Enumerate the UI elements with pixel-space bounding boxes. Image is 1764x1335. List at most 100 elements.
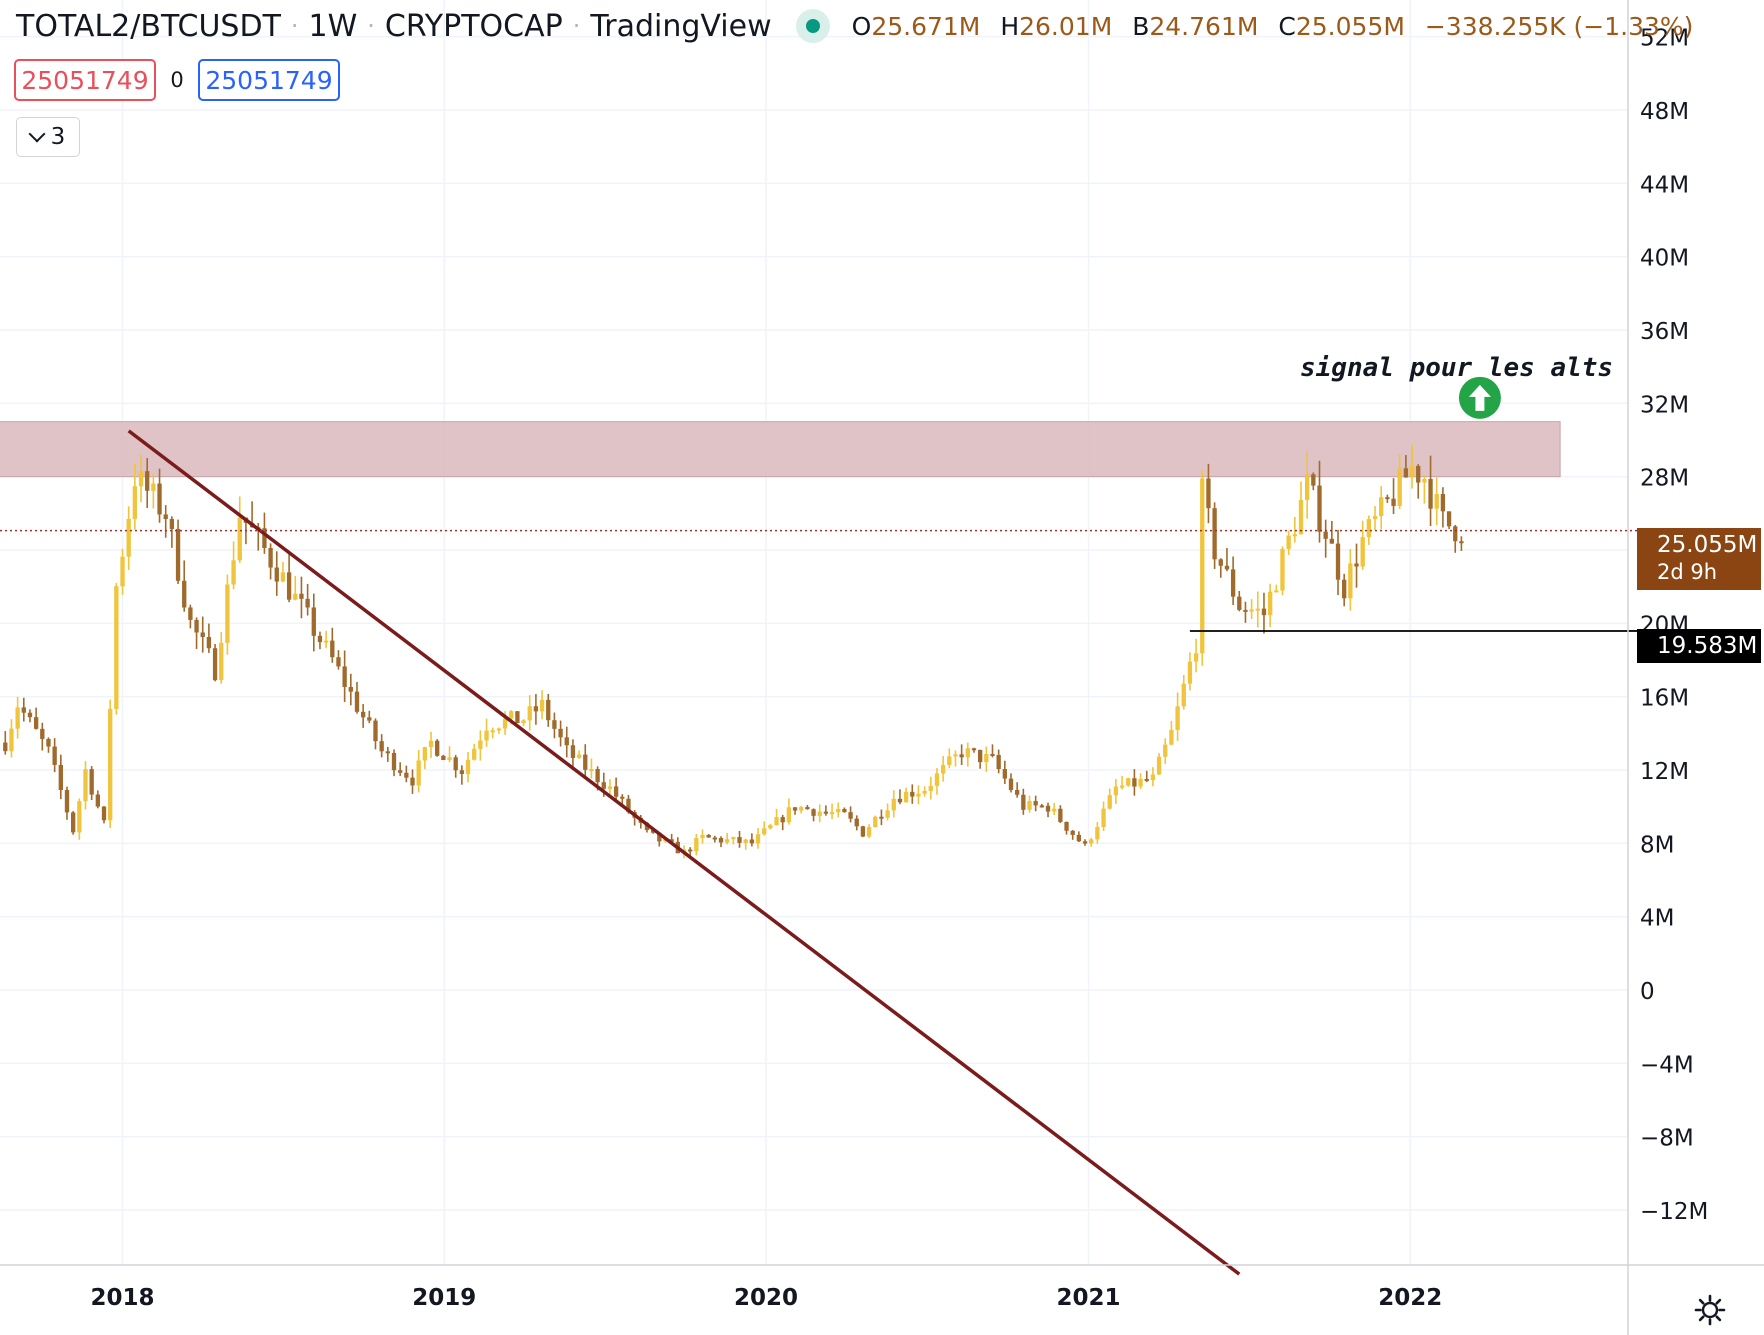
candle-body bbox=[965, 748, 970, 758]
resistance-zone[interactable] bbox=[0, 421, 1561, 478]
candle bbox=[391, 749, 397, 777]
y-tick-label: 52M bbox=[1640, 26, 1689, 52]
high-value: 26.01M bbox=[1019, 11, 1113, 41]
candle bbox=[101, 806, 107, 824]
candle-body bbox=[1286, 535, 1291, 549]
candle bbox=[317, 631, 323, 650]
candle-body bbox=[169, 518, 175, 529]
candle-body bbox=[1255, 608, 1260, 611]
trendline[interactable] bbox=[127, 429, 1241, 1276]
candle-body bbox=[737, 837, 742, 843]
candle bbox=[762, 821, 767, 836]
candle-body bbox=[1397, 468, 1402, 506]
candle bbox=[293, 576, 298, 601]
candle bbox=[959, 744, 964, 765]
candle-body bbox=[687, 849, 693, 852]
candle bbox=[527, 695, 532, 731]
candle bbox=[570, 739, 576, 770]
sell-price-button[interactable]: 25051749 bbox=[14, 59, 156, 101]
legend-separator: · bbox=[367, 12, 375, 40]
candle-body bbox=[132, 486, 138, 519]
candle bbox=[175, 519, 181, 584]
candle bbox=[755, 828, 761, 849]
candle bbox=[539, 690, 545, 720]
candle-body bbox=[564, 737, 569, 746]
candle bbox=[1119, 775, 1125, 790]
close-value: 25.055M bbox=[1295, 11, 1405, 41]
y-tick-label: −8M bbox=[1640, 1126, 1694, 1152]
candle bbox=[1379, 486, 1384, 530]
candle bbox=[1385, 494, 1390, 503]
symbol-name[interactable]: TOTAL2/BTCUSDT bbox=[16, 8, 281, 44]
candle bbox=[416, 750, 421, 793]
candle bbox=[1200, 470, 1205, 666]
candle-body bbox=[836, 809, 841, 813]
resistance-zone-rect[interactable] bbox=[0, 421, 1561, 478]
collapse-indicators-button[interactable]: 3 bbox=[16, 117, 80, 157]
settings-icon[interactable] bbox=[1693, 1293, 1727, 1327]
ohlc-values: O25.671M H26.01M B24.761M C25.055M −338.… bbox=[852, 12, 1706, 41]
last-price-value: 25.055M bbox=[1657, 532, 1758, 558]
candle bbox=[231, 541, 236, 590]
candle-body bbox=[731, 837, 736, 840]
candle-body bbox=[1422, 478, 1427, 483]
candle-body bbox=[441, 755, 446, 760]
candle-body bbox=[1434, 494, 1439, 509]
candle bbox=[89, 766, 94, 801]
candle bbox=[515, 711, 520, 724]
candle-body bbox=[1348, 563, 1353, 599]
candle bbox=[940, 755, 946, 782]
candle bbox=[1082, 839, 1088, 846]
candle bbox=[323, 630, 329, 649]
candle-body bbox=[762, 828, 767, 835]
chart-annotation[interactable]: signal pour les alts bbox=[1300, 353, 1614, 383]
candle-body bbox=[1224, 565, 1230, 570]
interval-label[interactable]: 1W bbox=[308, 8, 358, 44]
candle bbox=[286, 553, 292, 603]
candle-body bbox=[657, 832, 662, 842]
candle bbox=[1323, 519, 1328, 558]
candle-body bbox=[27, 712, 33, 718]
candle-body bbox=[101, 806, 107, 821]
candle bbox=[897, 789, 903, 805]
arrow-up-icon[interactable] bbox=[1458, 376, 1501, 419]
candle-body bbox=[175, 528, 181, 581]
candle-body bbox=[410, 777, 415, 786]
candle bbox=[1224, 547, 1230, 572]
market-status-icon[interactable] bbox=[795, 9, 830, 43]
candle-body bbox=[1212, 508, 1217, 560]
candle-body bbox=[934, 773, 940, 786]
candle-body bbox=[1119, 785, 1125, 788]
candle-body bbox=[348, 686, 353, 692]
candle-body bbox=[922, 790, 927, 794]
buy-price-button[interactable]: 25051749 bbox=[198, 59, 340, 101]
candle bbox=[774, 808, 779, 826]
candle-body bbox=[342, 666, 347, 687]
candle-body bbox=[1150, 774, 1156, 781]
candle-body bbox=[40, 728, 45, 739]
candle bbox=[1126, 777, 1131, 787]
open-key: O bbox=[851, 11, 872, 41]
candle-body bbox=[398, 770, 403, 773]
candle bbox=[1070, 830, 1075, 840]
candle bbox=[731, 836, 736, 845]
candle-body bbox=[1459, 541, 1464, 544]
candle-body bbox=[521, 720, 526, 724]
candle bbox=[984, 746, 989, 772]
candle-body bbox=[1138, 778, 1143, 787]
candle-body bbox=[533, 706, 539, 712]
open-value: 25.671M bbox=[871, 11, 981, 41]
candle-body bbox=[570, 745, 576, 758]
candle-body bbox=[774, 817, 779, 826]
candle bbox=[1459, 536, 1464, 551]
candle-body bbox=[354, 691, 360, 712]
candle-body bbox=[138, 471, 144, 487]
y-tick-label: −4M bbox=[1640, 1052, 1694, 1078]
x-tick-label: 2020 bbox=[734, 1285, 798, 1311]
candle-body bbox=[231, 560, 236, 585]
y-tick-label: 40M bbox=[1640, 246, 1689, 272]
candle-body bbox=[428, 740, 434, 748]
drawings[interactable] bbox=[0, 376, 1637, 1276]
candle bbox=[922, 786, 927, 797]
